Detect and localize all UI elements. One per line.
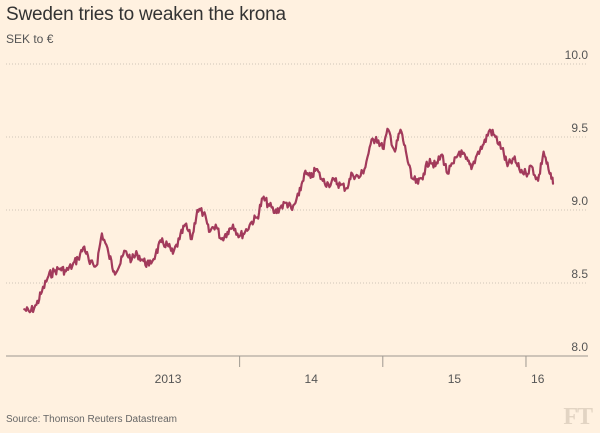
y-tick-label: 9.0 <box>571 194 588 208</box>
chart-source: Source: Thomson Reuters Datastream <box>6 414 178 425</box>
line-chart: 10.0 9.5 9.0 8.5 8.0 2013 14 15 16 <box>6 48 589 386</box>
x-tick-label: 15 <box>448 372 462 386</box>
series-line <box>23 127 555 314</box>
y-tick-label: 8.5 <box>571 267 588 281</box>
chart-subtitle: SEK to € <box>6 32 54 46</box>
x-tick-label: 16 <box>531 372 545 386</box>
ft-logo: FT <box>563 404 593 430</box>
chart-title: Sweden tries to weaken the krona <box>6 4 286 25</box>
y-tick-label: 10.0 <box>565 48 589 62</box>
x-tick-label: 2013 <box>155 372 182 386</box>
x-tick-label: 14 <box>305 372 319 386</box>
y-tick-label: 8.0 <box>571 340 588 354</box>
y-tick-label: 9.5 <box>571 121 588 135</box>
